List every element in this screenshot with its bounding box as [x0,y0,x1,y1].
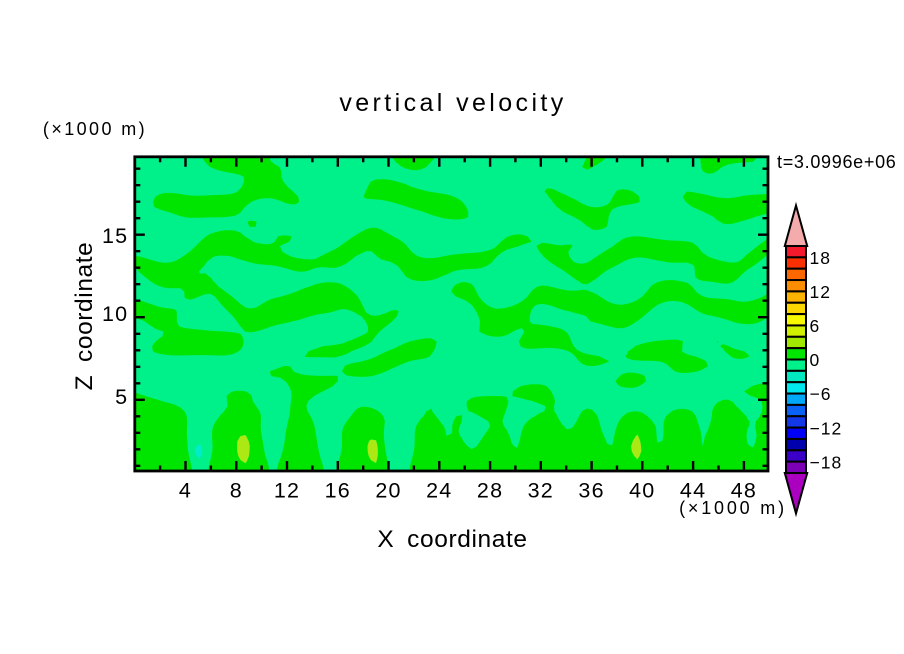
svg-text:4: 4 [179,479,192,503]
svg-text:12: 12 [810,282,831,302]
svg-text:20: 20 [375,479,401,503]
svg-text:36: 36 [578,479,604,503]
svg-text:10: 10 [102,302,128,326]
svg-text:15: 15 [102,224,128,248]
svg-text:t=3.0996e+06: t=3.0996e+06 [777,152,897,172]
svg-text:44: 44 [680,479,706,503]
svg-text:8: 8 [230,479,243,503]
svg-text:X coordinate: X coordinate [377,526,527,553]
svg-text:6: 6 [810,316,821,336]
svg-text:(×1000 m): (×1000 m) [43,119,147,139]
svg-text:24: 24 [426,479,452,503]
svg-text:vertical velocity: vertical velocity [339,89,566,117]
svg-text:(×1000 m): (×1000 m) [679,498,787,518]
svg-text:12: 12 [274,479,300,503]
svg-text:0: 0 [810,350,821,370]
svg-text:−18: −18 [810,452,843,472]
svg-text:40: 40 [629,479,655,503]
svg-text:32: 32 [528,479,554,503]
svg-text:48: 48 [731,479,757,503]
svg-text:Z coordinate: Z coordinate [71,242,98,391]
svg-text:16: 16 [325,479,351,503]
svg-text:5: 5 [115,385,128,409]
svg-text:28: 28 [477,479,503,503]
svg-text:−12: −12 [810,418,843,438]
svg-text:−6: −6 [810,384,832,404]
svg-text:18: 18 [810,248,831,268]
